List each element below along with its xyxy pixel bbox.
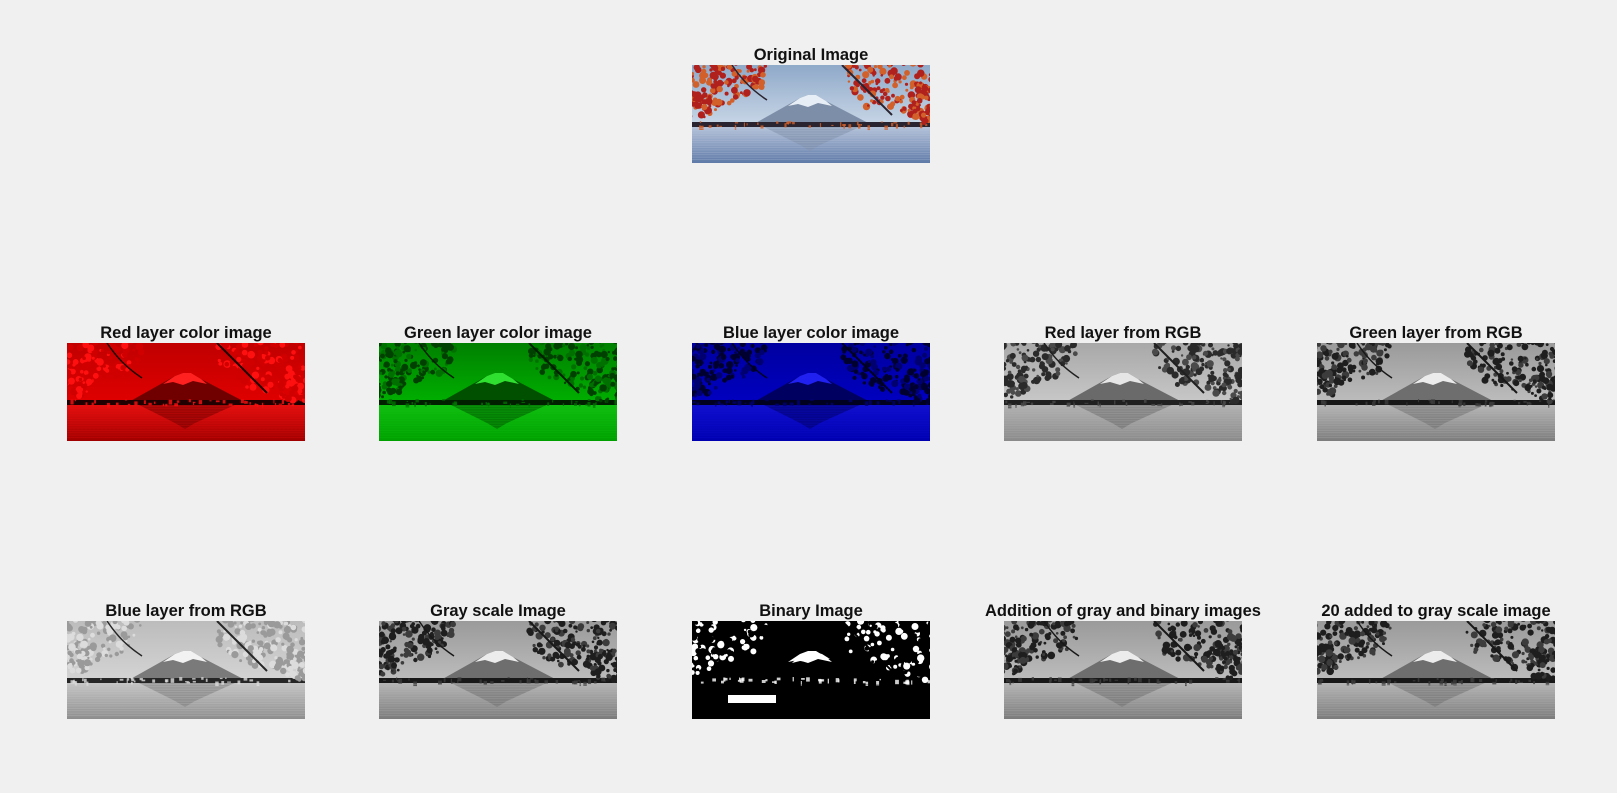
panel-gray-plus-binary: Addition of gray and binary images	[985, 601, 1261, 719]
panel-title: Red layer from RGB	[1044, 324, 1202, 342]
panel-title: Original Image	[753, 46, 869, 64]
panel-blue-layer-color: Blue layer color image	[692, 323, 930, 441]
grayscale-image	[379, 621, 617, 719]
green-layer-gray-image	[1317, 343, 1555, 441]
panel-title: Gray scale Image	[430, 602, 566, 620]
green-layer-color-image	[379, 343, 617, 441]
panel-title: Binary Image	[759, 602, 863, 620]
blue-layer-gray-image	[67, 621, 305, 719]
gray-plus-binary-image	[1004, 621, 1242, 719]
panel-title: Blue layer from RGB	[105, 602, 267, 620]
panel-original: Original Image	[692, 45, 930, 163]
panel-green-layer-gray: Green layer from RGB	[1317, 323, 1555, 441]
panel-red-layer-color: Red layer color image	[67, 323, 305, 441]
panel-title: Red layer color image	[100, 324, 272, 342]
panel-title: Green layer color image	[403, 324, 592, 342]
original-image	[692, 65, 930, 163]
red-layer-gray-image	[1004, 343, 1242, 441]
panel-blue-layer-gray: Blue layer from RGB	[67, 601, 305, 719]
binary-image	[692, 621, 930, 719]
panel-title: Blue layer color image	[722, 324, 900, 342]
panel-title: Green layer from RGB	[1349, 324, 1523, 342]
blue-layer-color-image	[692, 343, 930, 441]
panel-red-layer-gray: Red layer from RGB	[1004, 323, 1242, 441]
panel-grayscale: Gray scale Image	[379, 601, 617, 719]
red-layer-color-image	[67, 343, 305, 441]
panel-gray-plus-20: 20 added to gray scale image	[1317, 601, 1555, 719]
panel-title: Addition of gray and binary images	[985, 602, 1261, 620]
panel-binary: Binary Image	[692, 601, 930, 719]
gray-plus-20-image	[1317, 621, 1555, 719]
panel-green-layer-color: Green layer color image	[379, 323, 617, 441]
panel-title: 20 added to gray scale image	[1321, 602, 1551, 620]
